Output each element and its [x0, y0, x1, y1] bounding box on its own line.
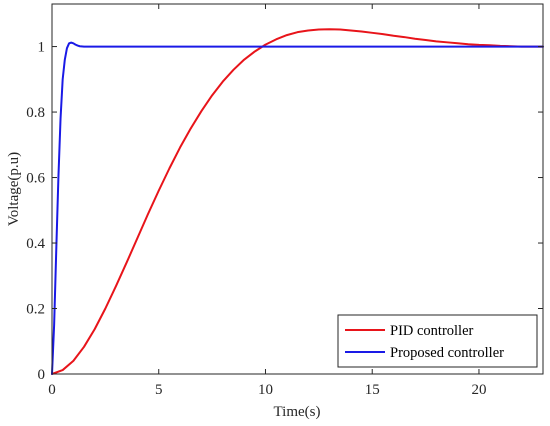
x-tick-label: 0: [48, 382, 56, 398]
axes-layer: [51, 3, 544, 375]
x-tick-label: 5: [155, 382, 163, 398]
x-tick-label: 10: [258, 382, 273, 398]
y-tick-label: 0.2: [26, 302, 45, 318]
y-tick-label: 0.4: [26, 236, 45, 252]
legend-label-pid: PID controller: [390, 323, 474, 339]
plot-frame: [51, 3, 544, 375]
x-axis-label: Time(s): [274, 404, 321, 420]
y-tick-label: 0.6: [26, 171, 45, 187]
x-tick-label: 15: [365, 382, 380, 398]
y-axis-label: Voltage(p.u): [6, 152, 22, 226]
y-tick-label: 1: [38, 40, 46, 56]
legend: PID controller Proposed controller: [337, 314, 538, 368]
series-line-pid: [51, 28, 544, 375]
x-tick-label: 20: [471, 382, 486, 398]
legend-box: [337, 314, 538, 368]
series-line-proposed: [51, 41, 544, 375]
y-tick-label: 0: [38, 367, 46, 383]
legend-label-proposed: Proposed controller: [390, 345, 504, 361]
plot-area: [52, 4, 543, 374]
ticks-layer: 0 5 10 15 20 0 0.2 0.4 0.6 0.8 1: [26, 4, 543, 398]
y-tick-label: 0.8: [26, 105, 45, 121]
series-layer: [51, 28, 544, 375]
